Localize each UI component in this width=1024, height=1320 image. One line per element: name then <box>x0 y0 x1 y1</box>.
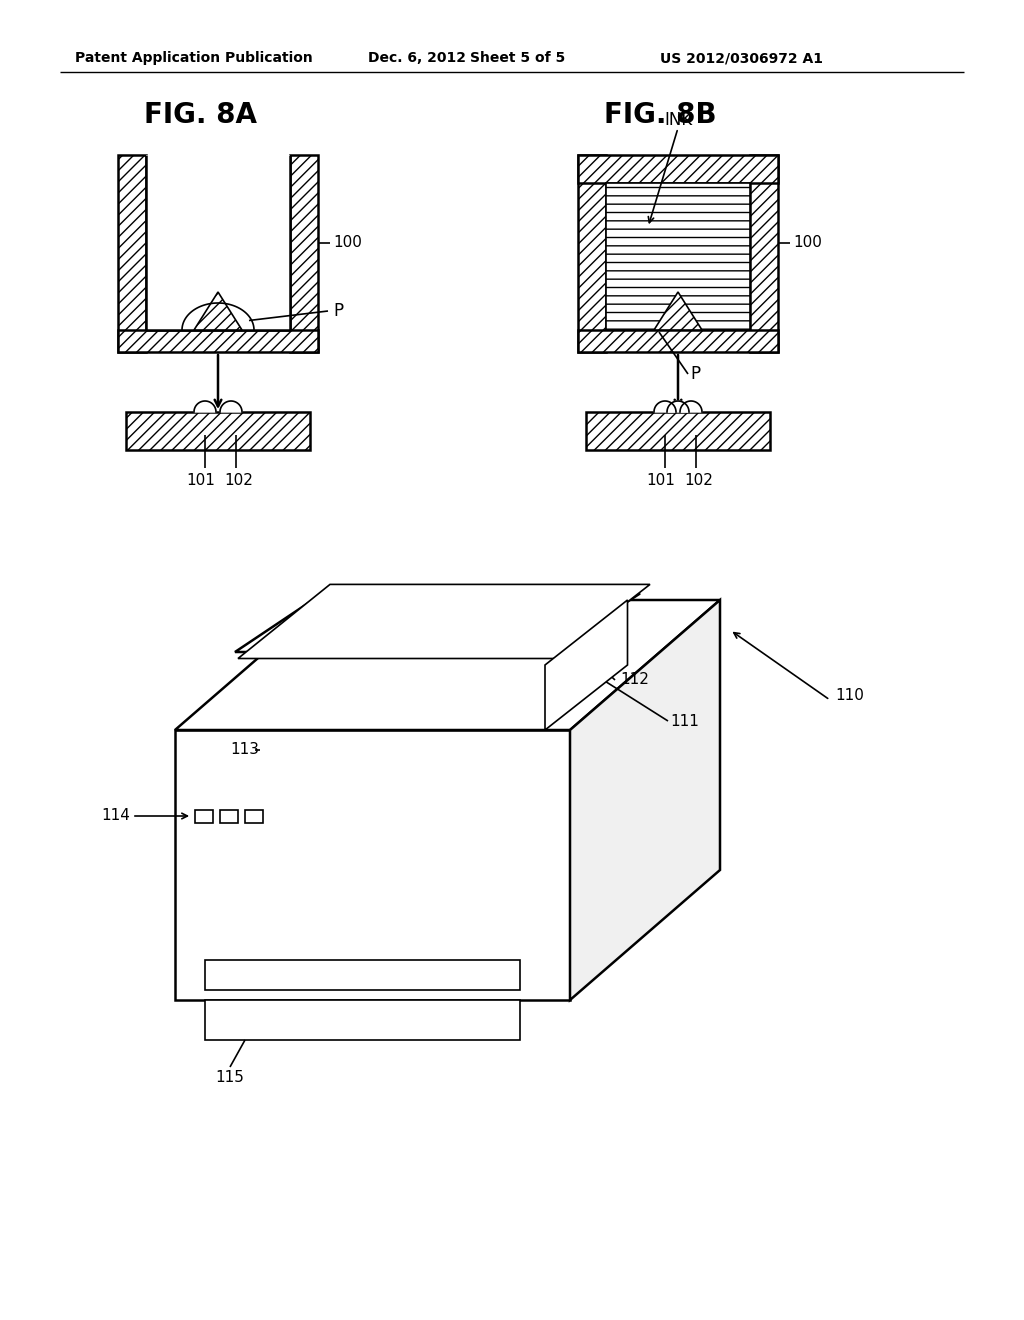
Polygon shape <box>570 601 720 1001</box>
Bar <box>220 810 238 822</box>
Text: FIG. 8C: FIG. 8C <box>456 597 568 624</box>
Bar <box>578 154 606 352</box>
Polygon shape <box>654 401 676 412</box>
Bar <box>290 154 318 352</box>
Bar <box>126 412 310 450</box>
Bar <box>118 154 146 352</box>
Text: 110: 110 <box>835 688 864 702</box>
Text: 100: 100 <box>333 235 361 249</box>
Polygon shape <box>194 401 216 412</box>
Bar <box>750 154 778 352</box>
Text: P: P <box>333 302 343 319</box>
Text: P: P <box>690 366 700 383</box>
Bar <box>205 960 520 990</box>
Polygon shape <box>545 601 628 730</box>
Text: 114: 114 <box>101 808 130 824</box>
Text: INK: INK <box>664 111 692 129</box>
Text: Patent Application Publication: Patent Application Publication <box>75 51 312 65</box>
Polygon shape <box>205 1001 520 1040</box>
Polygon shape <box>234 594 640 652</box>
Text: Sheet 5 of 5: Sheet 5 of 5 <box>470 51 565 65</box>
Polygon shape <box>175 601 720 730</box>
Bar <box>195 810 213 822</box>
Bar <box>146 154 290 330</box>
Text: FIG. 8B: FIG. 8B <box>604 102 717 129</box>
Text: 102: 102 <box>685 473 714 488</box>
Bar <box>118 330 318 352</box>
Text: 100: 100 <box>793 235 822 249</box>
Text: 111: 111 <box>670 714 698 729</box>
Bar <box>606 183 750 330</box>
Bar <box>245 810 263 822</box>
Text: Dec. 6, 2012: Dec. 6, 2012 <box>368 51 466 65</box>
Text: 113: 113 <box>230 742 259 758</box>
Text: 115: 115 <box>216 1071 245 1085</box>
Polygon shape <box>667 401 689 412</box>
Bar <box>175 730 570 1001</box>
Polygon shape <box>238 585 650 659</box>
Polygon shape <box>194 292 242 330</box>
Text: US 2012/0306972 A1: US 2012/0306972 A1 <box>660 51 823 65</box>
Text: 102: 102 <box>224 473 253 488</box>
Text: 112: 112 <box>620 672 649 688</box>
Bar <box>578 330 778 352</box>
Text: 101: 101 <box>646 473 676 488</box>
Text: 101: 101 <box>186 473 215 488</box>
Polygon shape <box>654 292 702 330</box>
Polygon shape <box>220 401 242 412</box>
Bar <box>578 154 778 183</box>
Bar <box>586 412 770 450</box>
Text: FIG. 8A: FIG. 8A <box>143 102 256 129</box>
Polygon shape <box>680 401 702 412</box>
